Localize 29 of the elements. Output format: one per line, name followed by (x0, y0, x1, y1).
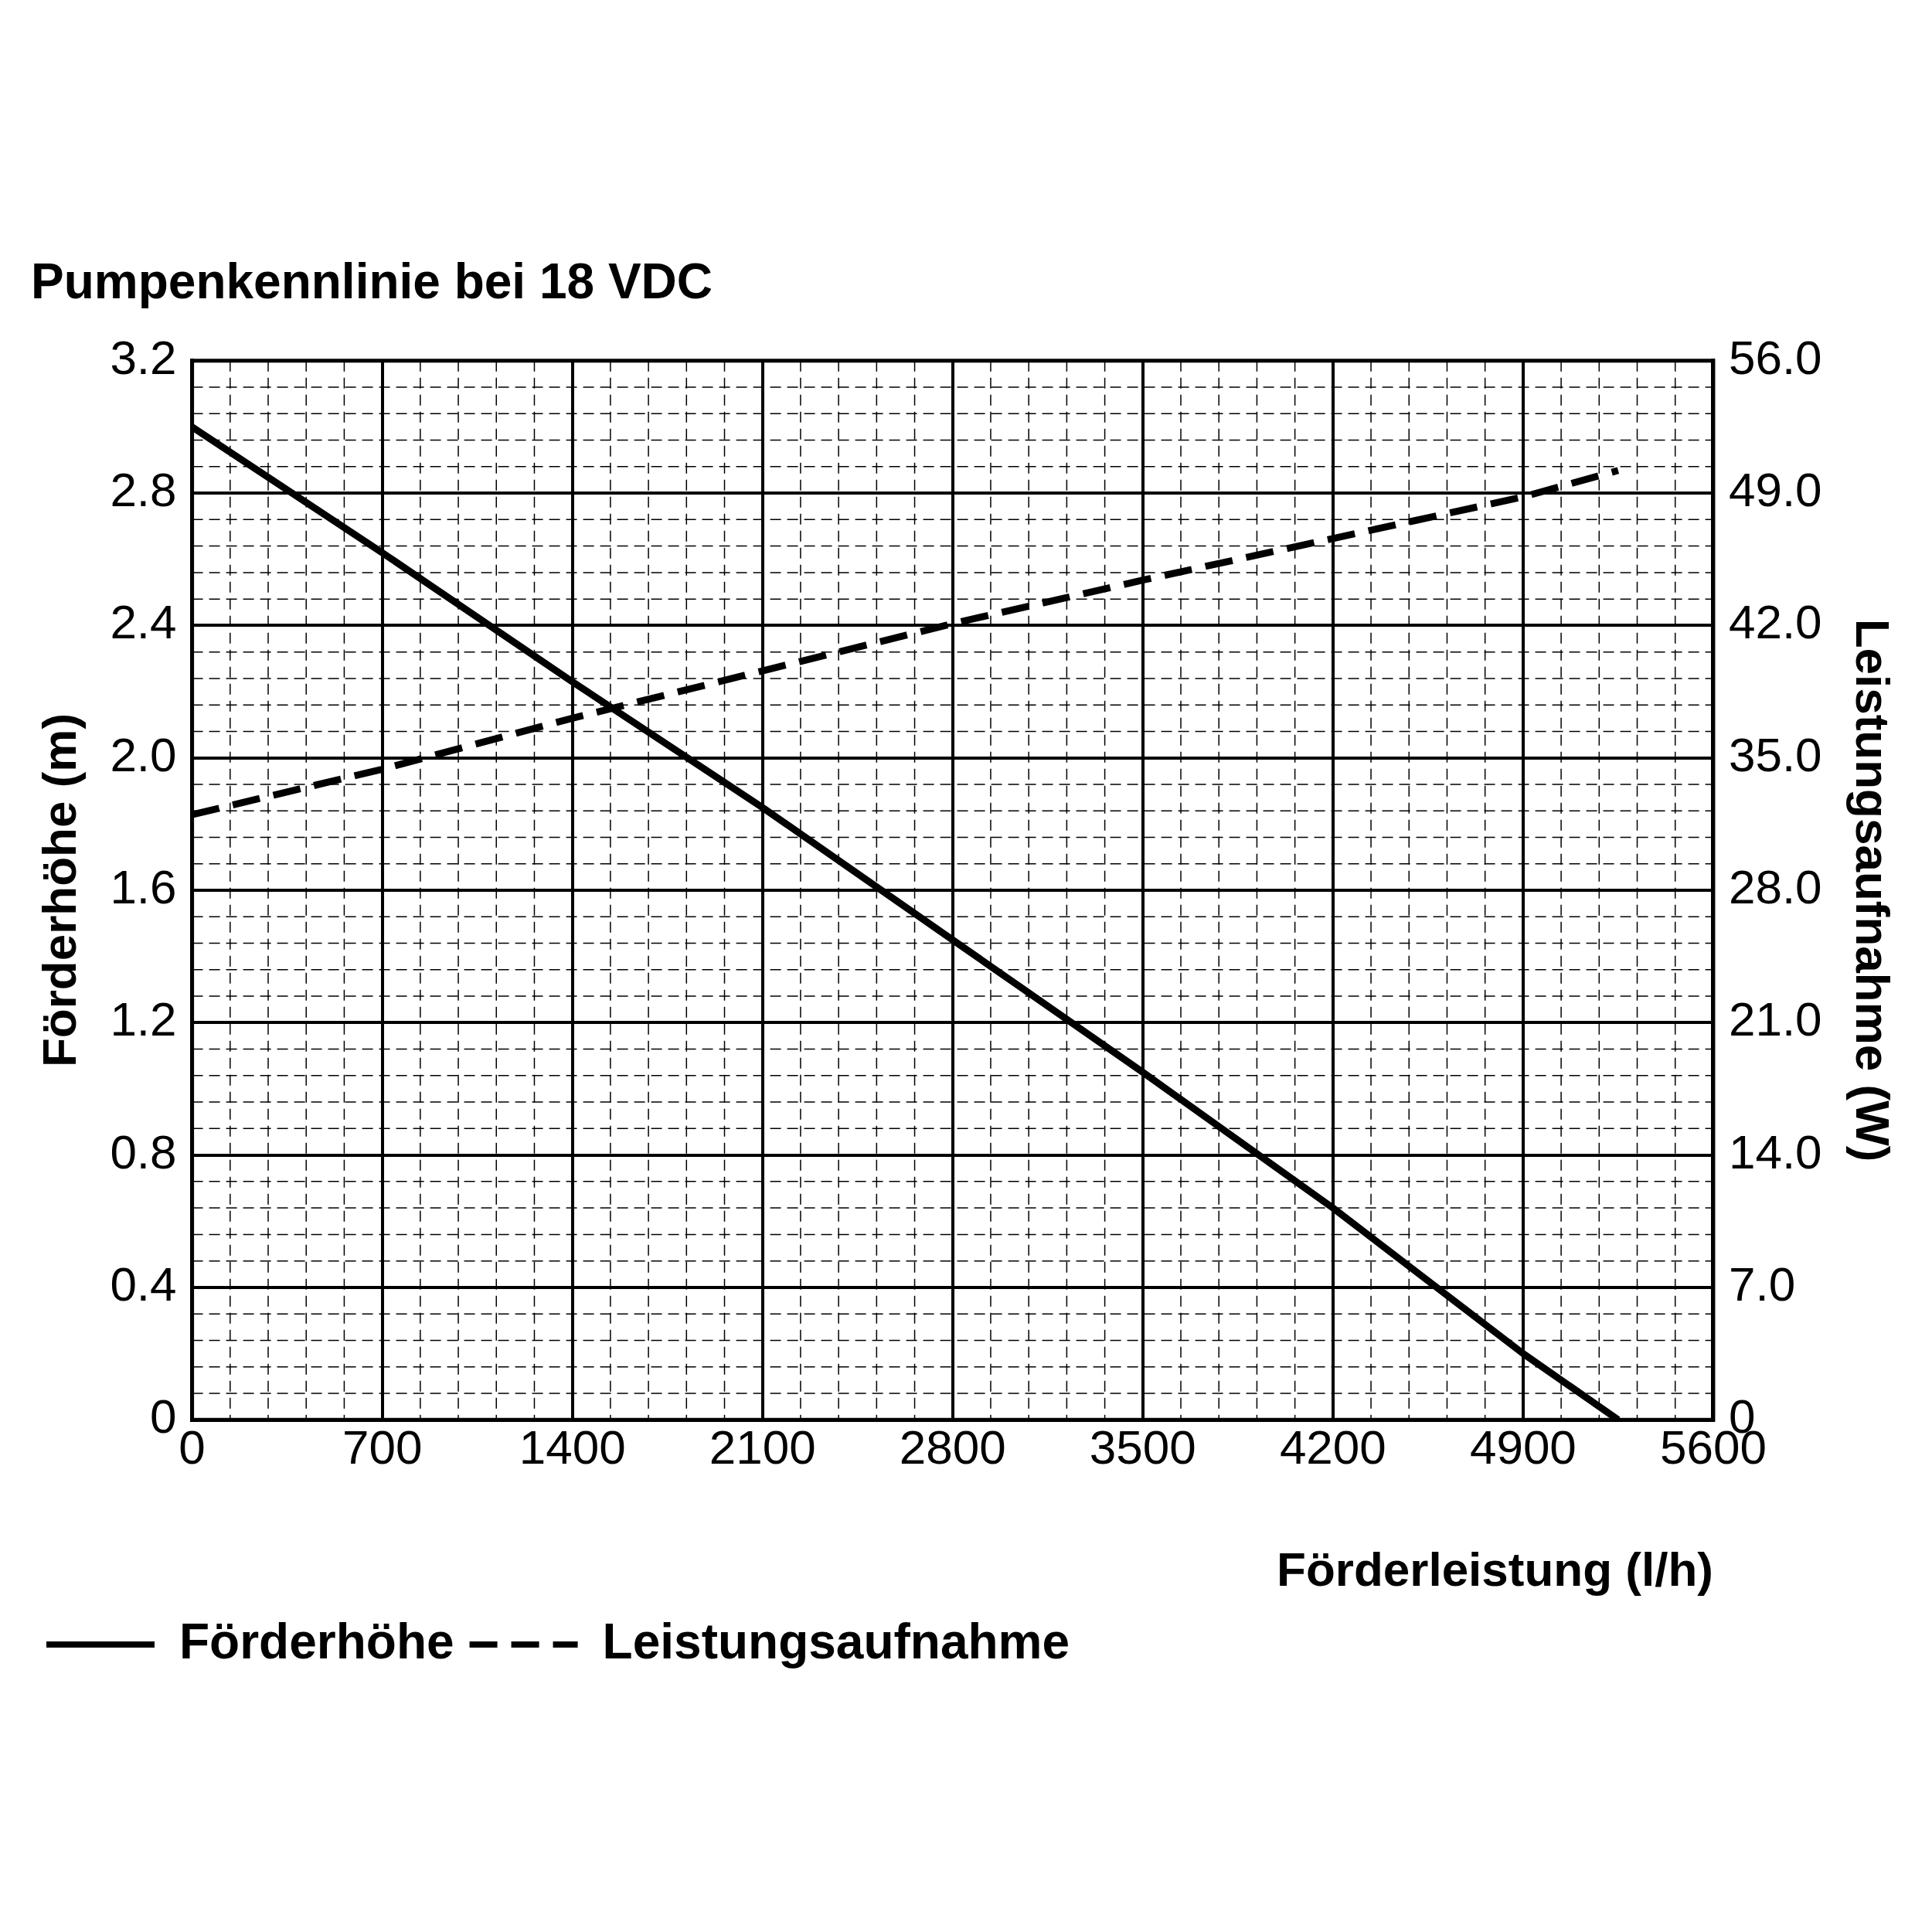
y-tick-label: 1.2 (110, 992, 177, 1046)
x-tick-label: 2100 (709, 1420, 816, 1475)
x-tick-label: 4900 (1469, 1420, 1577, 1475)
y2-tick-label: 7.0 (1728, 1257, 1796, 1311)
y-tick-label: 3.2 (110, 330, 177, 384)
y2-tick-label: 56.0 (1728, 330, 1822, 384)
y-tick-label: 2.4 (110, 595, 177, 649)
legend-label: Förderhöhe (179, 1613, 454, 1669)
y2-tick-label: 49.0 (1728, 463, 1822, 517)
y2-tick-label: 42.0 (1728, 595, 1822, 649)
y-tick-label: 2.8 (110, 463, 177, 517)
y-tick-label: 1.6 (110, 860, 177, 914)
y2-tick-label: 14.0 (1728, 1124, 1822, 1179)
y-axis-title: Förderhöhe (m) (32, 713, 87, 1068)
y2-axis-title: Leistungsaufnahme (W) (1845, 618, 1900, 1162)
chart-title: Pumpenkennlinie bei 18 VDC (31, 253, 713, 310)
x-tick-label: 1400 (519, 1420, 626, 1475)
y2-tick-label: 35.0 (1728, 727, 1822, 781)
y-tick-label: 2.0 (110, 727, 177, 781)
legend-label: Leistungsaufnahme (602, 1613, 1070, 1669)
x-tick-label: 4200 (1279, 1420, 1386, 1475)
x-tick-label: 3500 (1089, 1420, 1196, 1475)
x-axis-title: Förderleistung (l/h) (1277, 1542, 1713, 1596)
y-tick-label: 0.8 (110, 1124, 177, 1179)
y-tick-label: 0.4 (110, 1257, 177, 1311)
y2-tick-label: 21.0 (1728, 992, 1822, 1046)
x-tick-label: 2800 (899, 1420, 1006, 1475)
y2-tick-label: 28.0 (1728, 860, 1822, 914)
x-tick-label: 700 (342, 1420, 423, 1475)
